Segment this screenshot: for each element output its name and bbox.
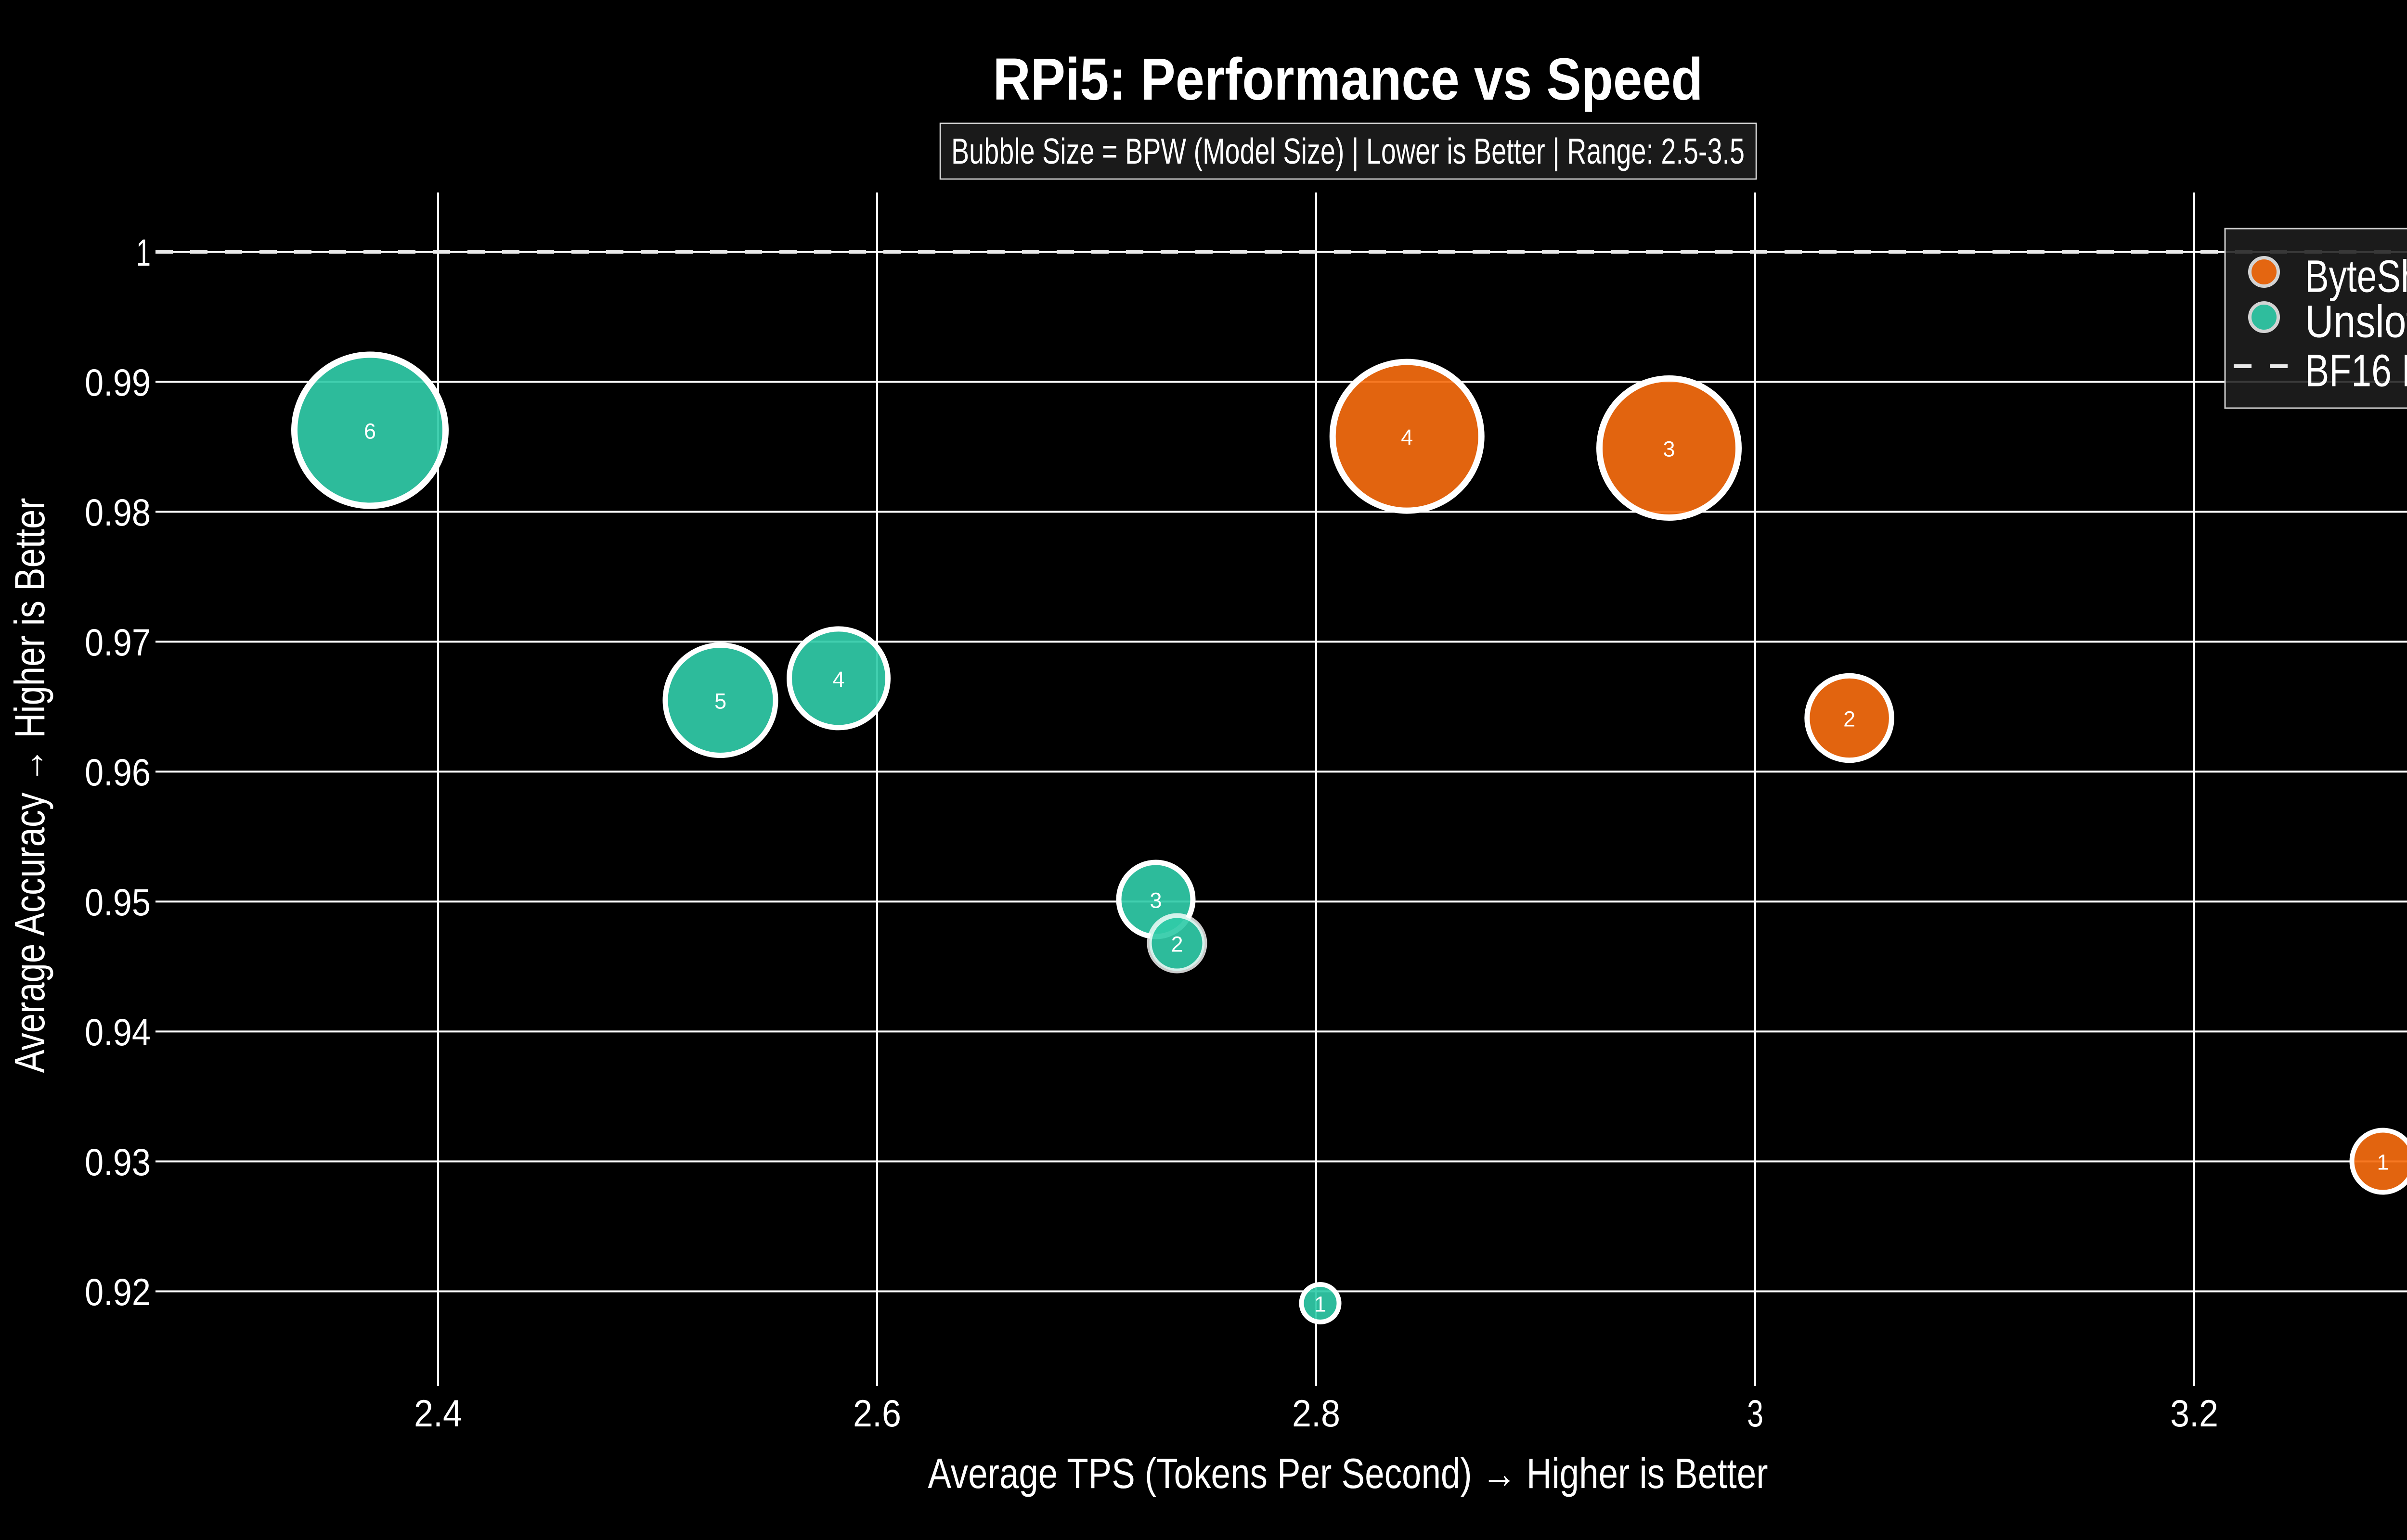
svg-text:ByteShape: ByteShape [2305, 251, 2407, 302]
svg-text:0.95: 0.95 [85, 881, 151, 924]
svg-text:2.4: 2.4 [414, 1392, 462, 1435]
svg-text:2: 2 [1843, 707, 1855, 732]
svg-text:1: 1 [2377, 1150, 2389, 1175]
svg-text:0.93: 0.93 [85, 1141, 151, 1183]
svg-text:Average TPS (Tokens Per Second: Average TPS (Tokens Per Second) → Higher… [928, 1450, 1768, 1497]
svg-text:RPi5: Performance vs Speed: RPi5: Performance vs Speed [993, 47, 1703, 113]
svg-text:Bubble Size = BPW (Model Size): Bubble Size = BPW (Model Size) | Lower i… [951, 131, 1745, 171]
svg-text:2: 2 [1171, 932, 1183, 957]
svg-text:Average Accuracy → Higher is B: Average Accuracy → Higher is Better [6, 498, 53, 1073]
svg-text:3: 3 [1150, 888, 1162, 913]
svg-text:0.97: 0.97 [85, 621, 151, 664]
svg-text:2.8: 2.8 [1292, 1392, 1340, 1435]
svg-text:0.92: 0.92 [85, 1270, 151, 1313]
svg-text:4: 4 [832, 667, 844, 692]
svg-text:4: 4 [1401, 425, 1413, 449]
svg-text:3: 3 [1663, 437, 1675, 462]
svg-text:0.96: 0.96 [85, 751, 151, 794]
svg-text:2.6: 2.6 [853, 1392, 901, 1435]
svg-text:5: 5 [714, 689, 726, 714]
svg-text:0.94: 0.94 [85, 1011, 151, 1053]
svg-text:6: 6 [364, 419, 376, 444]
svg-text:3.2: 3.2 [2170, 1392, 2218, 1435]
svg-text:Unsloth: Unsloth [2305, 296, 2407, 347]
svg-text:0.99: 0.99 [85, 361, 151, 404]
svg-text:3: 3 [1747, 1392, 1763, 1435]
svg-text:0.98: 0.98 [85, 491, 151, 534]
svg-text:1: 1 [1314, 1292, 1326, 1317]
svg-text:1: 1 [136, 231, 151, 274]
svg-text:BF16 Baseline: BF16 Baseline [2305, 346, 2407, 397]
